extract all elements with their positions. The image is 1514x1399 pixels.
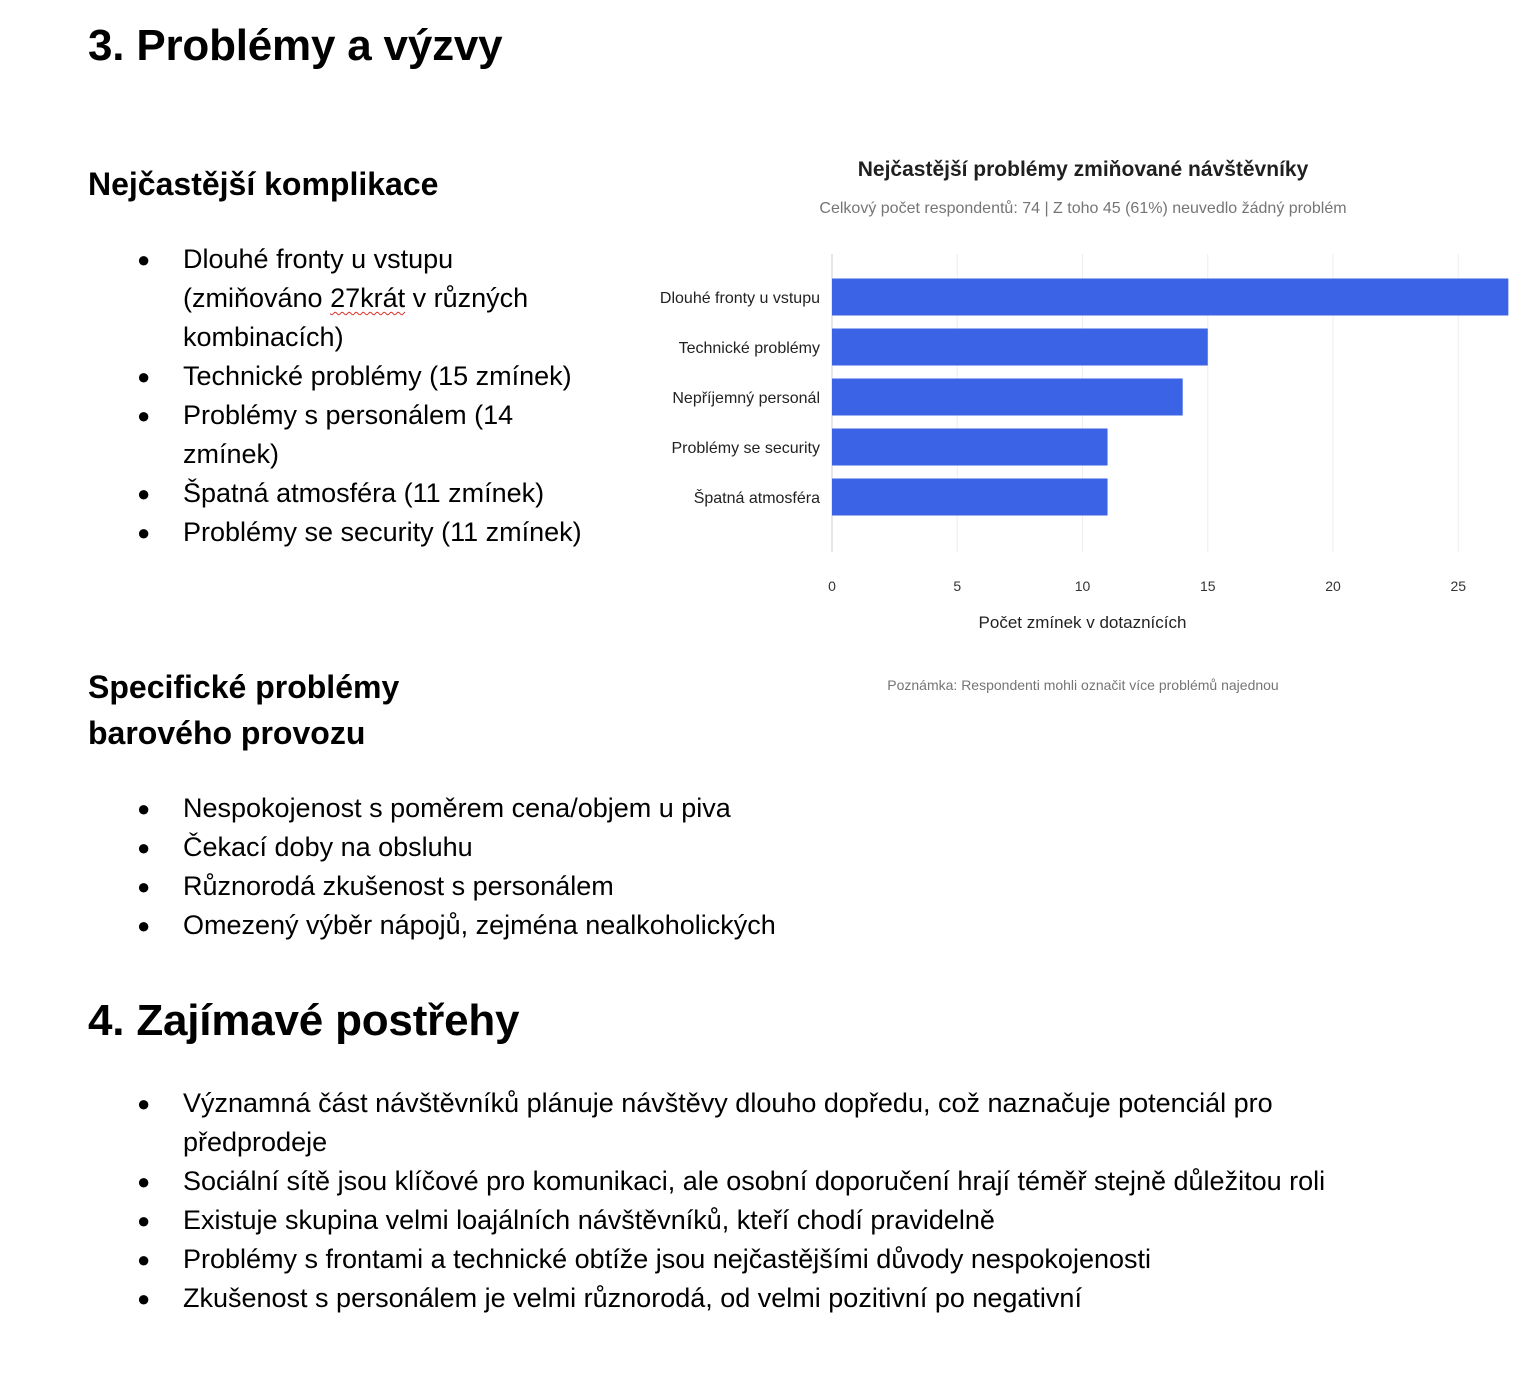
list-item-text: Problémy se security (11 zmínek) (183, 517, 582, 547)
bar-chart: Dlouhé fronty u vstupu Technické problémy… (660, 254, 1509, 632)
bullet-icon: ● (137, 913, 151, 938)
tick-label: 15 (1200, 578, 1216, 594)
list-item: ● Problémy s frontami a technické obtíže … (0, 1240, 1340, 1279)
bullet-icon: ● (137, 835, 151, 860)
bar-problems-list: ● Nespokojenost s poměrem cena/objem u pi… (0, 789, 1000, 945)
bar-problems-heading-line-1: Specifické problémy (88, 669, 400, 705)
tick-label: 0 (828, 578, 836, 594)
bar (832, 428, 1108, 466)
bullet-icon: ● (137, 874, 151, 899)
list-item-text: Problémy s frontami a technické obtíže j… (183, 1244, 1151, 1274)
list-item: ● Nespokojenost s poměrem cena/objem u pi… (0, 789, 1000, 828)
bullet-icon: ● (137, 796, 151, 821)
bar (832, 328, 1208, 366)
list-item: ● Zkušenost s personálem je velmi různoro… (0, 1279, 1340, 1318)
bullet-icon: ● (137, 1286, 151, 1311)
list-item-text: Existuje skupina velmi loajálních návště… (183, 1205, 995, 1235)
bullet-icon: ● (137, 364, 151, 389)
tick-label: 10 (1075, 578, 1091, 594)
bullet-icon: ● (137, 1208, 151, 1233)
complications-heading: Nejčastější komplikace (88, 166, 439, 202)
list-item-text: Dlouhé fronty u vstupu (zmiňováno (183, 244, 454, 313)
bar-problems-heading-line-2: barového provozu (88, 715, 366, 751)
list-item: ● Omezený výběr nápojů, zejména nealkohol… (0, 906, 1000, 945)
tick-label: 5 (953, 578, 961, 594)
list-item: ● Významná část návštěvníků plánuje návšt… (0, 1084, 1340, 1162)
list-item-text: Různorodá zkušenost s personálem (183, 871, 614, 901)
x-axis-label: Počet zmínek v dotaznících (979, 613, 1187, 632)
list-item: ● Technické problémy (15 zmínek) (0, 357, 600, 396)
list-item: ● Čekací doby na obsluhu (0, 828, 1000, 867)
bar (832, 478, 1108, 516)
list-item-text: Problémy s personálem (14 zmínek) (183, 400, 514, 469)
bar (832, 278, 1509, 316)
list-item-text: Sociální sítě jsou klíčové pro komunikac… (183, 1166, 1326, 1196)
bullet-icon: ● (137, 247, 151, 272)
list-item: ● Problémy s personálem (14 zmínek) (0, 396, 600, 474)
list-item-text: Čekací doby na obsluhu (183, 832, 473, 862)
bullet-icon: ● (137, 403, 151, 428)
list-item-text: Omezený výběr nápojů, zejména nealkoholi… (183, 910, 776, 940)
list-item: ● Sociální sítě jsou klíčové pro komunika… (0, 1162, 1340, 1201)
tick-label: 25 (1450, 578, 1466, 594)
section-3-title: 3. Problémy a výzvy (88, 21, 503, 70)
list-item: ● Existuje skupina velmi loajálních návšt… (0, 1201, 1340, 1240)
bar-problems-heading: Specifické problémy barového provozu (88, 664, 399, 756)
list-item-text: Špatná atmosféra (11 zmínek) (183, 478, 545, 508)
spellcheck-flagged-word[interactable]: 27krát (330, 283, 406, 313)
category-label: Nepříjemný personál (672, 390, 820, 407)
bar (832, 378, 1183, 416)
list-item: ● Špatná atmosféra (11 zmínek) (0, 474, 600, 513)
chart-title: Nejčastější problémy zmiňované návštěvní… (857, 158, 1309, 181)
list-item-text: Nespokojenost s poměrem cena/objem u piv… (183, 793, 731, 823)
chart-subtitle: Celkový počet respondentů: 74 | Z toho 4… (819, 200, 1347, 217)
insights-list: ● Významná část návštěvníků plánuje návšt… (0, 1084, 1340, 1318)
bullet-icon: ● (137, 481, 151, 506)
category-label: Problémy se security (672, 440, 821, 457)
category-label: Dlouhé fronty u vstupu (660, 290, 820, 307)
bullet-icon: ● (137, 1169, 151, 1194)
list-item-text: Technické problémy (15 zmínek) (183, 361, 572, 391)
list-item: ● Dlouhé fronty u vstupu (zmiňováno 27krá… (0, 240, 600, 357)
bullet-icon: ● (137, 520, 151, 545)
list-item-text: Zkušenost s personálem je velmi různorod… (183, 1283, 1082, 1313)
bullet-icon: ● (137, 1091, 151, 1116)
list-item: ● Problémy se security (11 zmínek) (0, 513, 600, 552)
list-item: ● Různorodá zkušenost s personálem (0, 867, 1000, 906)
tick-label: 20 (1325, 578, 1341, 594)
category-label: Technické problémy (679, 340, 820, 357)
complications-list: ● Dlouhé fronty u vstupu (zmiňováno 27krá… (0, 240, 600, 552)
section-4-title: 4. Zajímavé postřehy (88, 996, 520, 1045)
bullet-icon: ● (137, 1247, 151, 1272)
category-label: Špatná atmosféra (694, 488, 820, 507)
list-item-text: Významná část návštěvníků plánuje návště… (183, 1088, 1273, 1157)
list-item-text: v různých kombinacích) (183, 283, 529, 352)
chart-note: Poznámka: Respondenti mohli označit více… (887, 677, 1279, 693)
